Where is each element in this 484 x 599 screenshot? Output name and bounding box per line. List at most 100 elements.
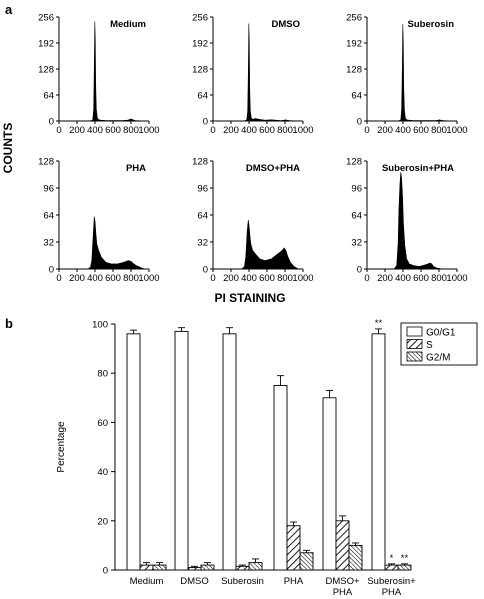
x-tick-label: 800 [123, 125, 139, 136]
x-tick-label: 1000 [446, 273, 467, 284]
y-tick-label: 0 [49, 265, 54, 276]
y-tick-label: 0 [203, 117, 208, 128]
x-tick-label: 600 [259, 125, 275, 136]
y-tick-label: 80 [97, 369, 108, 380]
panel-a-label: a [5, 2, 13, 17]
histogram-0: 0 200 400 600 800 1000 0 64 128 192 256 Medium [38, 13, 159, 137]
y-tick-label: 32 [351, 238, 362, 249]
bar-s [139, 564, 154, 571]
histogram-1: 0 200 400 600 800 1000 0 64 128 192 256 DMSO [192, 13, 313, 137]
y-tick-label: 192 [346, 39, 362, 50]
y-tick-label: 64 [197, 211, 208, 222]
x-tick-label: 400 [87, 273, 103, 284]
bar-g0g1 [174, 330, 189, 571]
x-tick-label: 0 [364, 125, 369, 136]
panel-a-y-axis-title: COUNTS [1, 123, 15, 174]
y-tick-label: 64 [197, 91, 208, 102]
y-tick-label: 32 [197, 238, 208, 249]
legend-swatch [406, 339, 423, 349]
histogram-area [213, 23, 303, 122]
y-tick-label: 40 [97, 467, 108, 478]
y-tick-label: 128 [192, 157, 208, 168]
category-label: Suberosin+ PHA [367, 576, 416, 598]
bar-g2m [152, 564, 167, 571]
y-tick-label: 20 [97, 516, 108, 527]
x-tick-label: 1000 [446, 125, 467, 136]
category-label: DMSO [180, 576, 209, 587]
histogram-area [367, 171, 457, 270]
x-tick-label: 400 [395, 273, 411, 284]
legend-label: G0/G1 [426, 328, 456, 339]
x-tick-label: 600 [413, 273, 429, 284]
y-tick-label: 0 [103, 566, 108, 577]
legend-swatch [406, 326, 423, 337]
bar-g0g1 [126, 333, 141, 571]
category-label: Suberosin [221, 576, 264, 587]
y-tick-label: 96 [43, 184, 54, 195]
significance-marker: * [390, 553, 394, 564]
y-tick-label: 64 [43, 211, 54, 222]
bar-g2m [248, 562, 263, 571]
bar-s [384, 564, 399, 571]
x-tick-label: 800 [123, 273, 139, 284]
histogram-area [213, 220, 303, 270]
histogram-title: Suberosin+PHA [382, 163, 454, 174]
histogram-title: Suberosin [408, 19, 455, 30]
x-tick-label: 0 [56, 125, 61, 136]
legend: G0/G1S G2/M [400, 322, 478, 366]
bar-s [187, 567, 202, 571]
y-tick-label: 0 [49, 117, 54, 128]
bar-g0g1 [322, 397, 337, 571]
y-tick-label: 96 [197, 184, 208, 195]
y-tick-label: 0 [357, 265, 362, 276]
y-tick-label: 128 [38, 65, 54, 76]
y-tick-label: 192 [38, 39, 54, 50]
y-tick-label: 192 [192, 39, 208, 50]
x-tick-label: 800 [277, 125, 293, 136]
histogram-area [59, 216, 149, 270]
x-tick-label: 1000 [292, 273, 313, 284]
bar-g2m [397, 564, 412, 571]
y-tick-label: 128 [192, 65, 208, 76]
histogram-5: 0 200 400 600 800 1000 0 32 64 96 128 Suberosin+PHA [346, 157, 467, 285]
histogram-area [367, 24, 457, 122]
y-tick-label: 32 [43, 238, 54, 249]
category-label: DMSO+ PHA [325, 576, 360, 598]
y-tick-label: 128 [38, 157, 54, 168]
x-tick-label: 600 [413, 125, 429, 136]
y-tick-label: 128 [346, 65, 362, 76]
y-tick-label: 128 [346, 157, 362, 168]
category-label: PHA [284, 576, 304, 587]
x-tick-label: 200 [223, 273, 239, 284]
x-tick-label: 200 [377, 273, 393, 284]
panel-b-label: b [5, 316, 13, 331]
legend-swatch [406, 351, 423, 362]
y-tick-label: 60 [97, 418, 108, 429]
x-tick-label: 800 [431, 273, 447, 284]
x-tick-label: 400 [241, 125, 257, 136]
x-tick-label: 1000 [138, 125, 159, 136]
histogram-title: PHA [126, 163, 146, 174]
x-tick-label: 400 [87, 125, 103, 136]
y-tick-label: 0 [357, 117, 362, 128]
y-tick-label: 64 [43, 91, 54, 102]
x-tick-label: 600 [105, 273, 121, 284]
x-tick-label: 0 [210, 273, 215, 284]
x-tick-label: 1000 [138, 273, 159, 284]
x-tick-label: 800 [277, 273, 293, 284]
x-tick-label: 1000 [292, 125, 313, 136]
x-tick-label: 400 [241, 273, 257, 284]
bar-g0g1 [222, 333, 237, 571]
bar-s [286, 525, 301, 571]
y-tick-label: 64 [351, 91, 362, 102]
x-tick-label: 200 [223, 125, 239, 136]
y-tick-label: 0 [203, 265, 208, 276]
bar-s [235, 565, 250, 571]
x-tick-label: 600 [105, 125, 121, 136]
y-tick-label: 256 [38, 13, 54, 24]
x-tick-label: 0 [364, 273, 369, 284]
x-tick-label: 400 [395, 125, 411, 136]
significance-marker: ** [401, 553, 409, 564]
x-tick-label: 200 [69, 125, 85, 136]
